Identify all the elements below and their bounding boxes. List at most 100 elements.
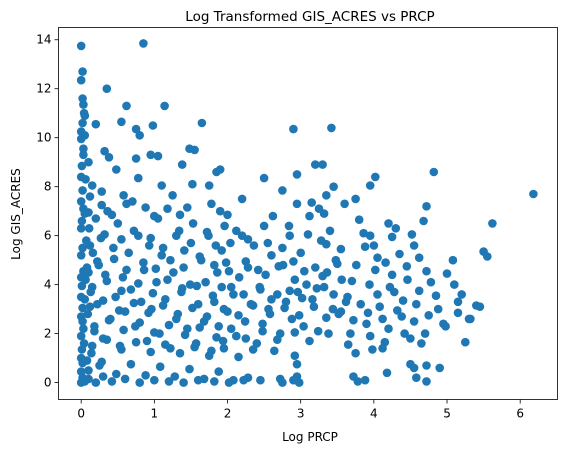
scatter-point xyxy=(84,366,93,375)
scatter-point xyxy=(294,378,304,387)
scatter-point xyxy=(303,230,313,239)
scatter-point xyxy=(226,282,236,292)
scatter-point xyxy=(196,255,206,265)
scatter-point xyxy=(331,255,341,265)
scatter-point xyxy=(529,189,538,199)
scatter-point xyxy=(157,251,166,260)
scatter-point xyxy=(131,337,141,347)
scatter-point xyxy=(122,101,131,111)
scatter-point xyxy=(224,266,234,276)
scatter-point xyxy=(240,317,250,326)
scatter-point xyxy=(76,41,86,51)
scatter-point xyxy=(76,251,86,260)
scatter-point xyxy=(141,371,150,380)
scatter-point xyxy=(188,179,197,189)
scatter-point xyxy=(360,242,370,251)
scatter-point xyxy=(373,290,382,299)
scatter-point xyxy=(307,198,317,207)
scatter-point xyxy=(398,296,408,305)
scatter-point xyxy=(450,280,459,289)
scatter-point xyxy=(97,187,106,196)
scatter-point xyxy=(220,221,229,231)
scatter-point xyxy=(103,206,112,216)
scatter-point xyxy=(259,221,269,231)
scatter-point xyxy=(82,236,91,245)
scatter-point xyxy=(381,258,390,267)
scatter-point xyxy=(78,243,87,253)
scatter-point xyxy=(79,324,88,334)
scatter-point xyxy=(210,377,219,386)
scatter-point xyxy=(384,219,393,228)
scatter-point xyxy=(117,235,126,244)
scatter-point xyxy=(134,279,143,288)
y-tick-label: 6 xyxy=(44,229,52,243)
scatter-point xyxy=(258,319,267,329)
scatter-point xyxy=(146,150,155,160)
scatter-point xyxy=(391,224,401,233)
scatter-point xyxy=(87,341,97,351)
scatter-point xyxy=(369,241,379,250)
scatter-point xyxy=(329,290,338,299)
scatter-point xyxy=(422,361,431,370)
scatter-point xyxy=(153,151,163,161)
x-tick-label: 4 xyxy=(370,407,378,421)
scatter-point xyxy=(135,378,144,387)
scatter-point xyxy=(214,322,223,331)
scatter-point xyxy=(191,339,201,348)
scatter-point xyxy=(249,241,259,250)
scatter-point xyxy=(150,211,159,221)
scatter-point xyxy=(363,308,373,318)
scatter-point xyxy=(78,303,87,313)
scatter-point xyxy=(403,275,412,285)
scatter-point xyxy=(183,203,192,212)
scatter-point xyxy=(79,339,89,348)
scatter-point xyxy=(76,75,86,85)
scatter-point xyxy=(148,288,158,298)
scatter-point xyxy=(94,260,103,270)
scatter-point xyxy=(193,299,203,309)
scatter-point xyxy=(292,359,302,369)
scatter-point xyxy=(177,287,186,297)
scatter-point xyxy=(210,260,219,270)
scatter-point xyxy=(113,219,123,228)
scatter-point xyxy=(368,345,377,354)
scatter-point xyxy=(221,258,231,267)
scatter-point xyxy=(146,233,155,243)
scatter-point xyxy=(397,312,407,321)
scatter-point xyxy=(146,347,155,357)
scatter-point xyxy=(234,273,244,282)
scatter-point xyxy=(278,243,287,253)
x-axis: 0 1 2 3 4 5 6 xyxy=(77,399,524,421)
scatter-point xyxy=(365,181,375,190)
scatter-point xyxy=(362,319,371,329)
scatter-point xyxy=(319,209,329,218)
scatter-point xyxy=(378,344,387,353)
scatter-point xyxy=(322,268,332,277)
scatter-point xyxy=(166,255,175,265)
scatter-point xyxy=(319,282,329,292)
scatter-point xyxy=(311,263,320,272)
scatter-point xyxy=(151,264,161,274)
scatter-point xyxy=(261,270,270,280)
scatter-point xyxy=(448,255,458,265)
scatter-point xyxy=(76,367,86,376)
scatter-point xyxy=(289,124,298,134)
scatter-point xyxy=(371,172,380,182)
scatter-point xyxy=(384,324,393,334)
scatter-point xyxy=(215,165,225,174)
scatter-point xyxy=(382,368,392,378)
x-tick-label: 2 xyxy=(224,407,232,421)
scatter-point xyxy=(267,251,276,260)
scatter-point xyxy=(139,258,148,267)
scatter-point xyxy=(343,340,353,349)
scatter-point xyxy=(77,161,87,171)
scatter-point xyxy=(98,372,108,381)
scatter-point xyxy=(457,290,467,299)
scatter-point xyxy=(431,291,441,301)
scatter-point xyxy=(464,314,474,324)
scatter-point xyxy=(211,241,221,250)
scatter-point xyxy=(409,363,419,373)
scatter-point xyxy=(93,299,102,309)
scatter-point xyxy=(78,186,87,195)
scatter-point xyxy=(453,297,463,307)
